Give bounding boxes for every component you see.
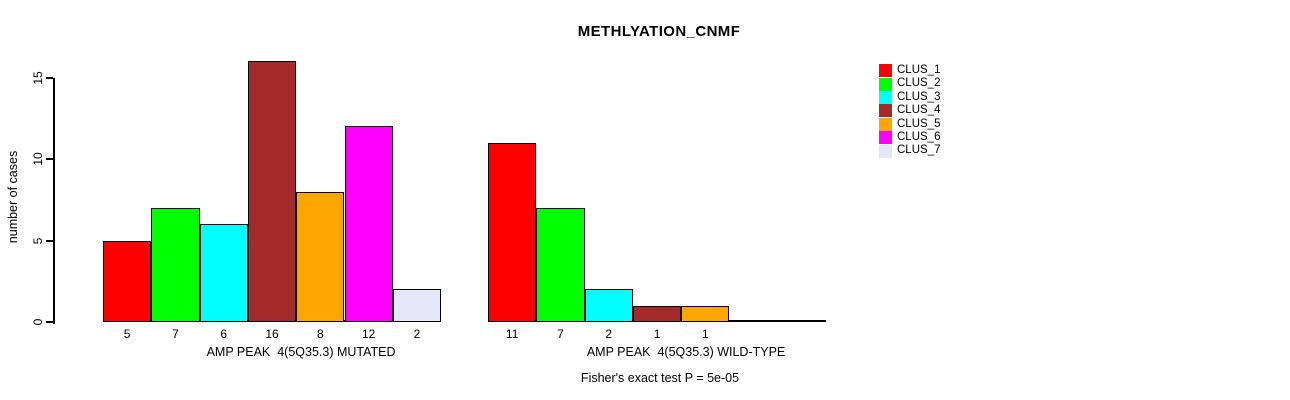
legend-item-clus_5: CLUS_5 <box>879 118 940 131</box>
bar-clus_7 <box>392 289 442 322</box>
bar-value-label: 1 <box>653 327 661 341</box>
legend-label: CLUS_5 <box>897 117 941 130</box>
bar-clus_2 <box>536 207 585 322</box>
legend-swatch-clus_2 <box>879 77 892 91</box>
bar-value-label: 16 <box>265 327 279 341</box>
y-axis-label: number of cases <box>6 150 20 244</box>
y-tick-label: 10 <box>31 152 45 166</box>
legend-label: CLUS_3 <box>897 90 941 103</box>
legend-swatch-clus_6 <box>879 131 892 145</box>
legend-label: CLUS_2 <box>897 77 941 90</box>
y-axis-tick <box>46 158 53 160</box>
bar-clus_1 <box>103 240 152 322</box>
bar-value-label: 11 <box>505 327 519 341</box>
bar-value-label: 6 <box>220 327 228 341</box>
legend-label: CLUS_7 <box>897 144 941 157</box>
legend: CLUS_1 CLUS_2 CLUS_3 CLUS_4 CLUS_5 CLUS_6 CLUS… <box>879 64 940 158</box>
y-axis-tick <box>46 321 53 323</box>
fisher-annotation: Fisher's exact test P = 5e-05 <box>580 371 740 385</box>
y-axis-tick <box>46 76 53 79</box>
chart-title: METHLYATION_CNMF <box>577 23 741 40</box>
legend-swatch-clus_5 <box>879 117 892 131</box>
y-axis-tick <box>46 239 53 242</box>
legend-swatch-clus_3 <box>879 90 892 104</box>
legend-swatch-clus_1 <box>879 64 892 78</box>
y-tick-label: 5 <box>31 237 45 244</box>
bar-clus_4 <box>247 61 297 322</box>
bar-value-label: 7 <box>557 327 564 341</box>
bar-value-label: 5 <box>123 327 131 341</box>
legend-label: CLUS_1 <box>897 64 941 76</box>
legend-item-clus_7: CLUS_7 <box>879 144 941 158</box>
legend-item-clus_6: CLUS_6 <box>879 130 941 145</box>
legend-swatch-clus_7 <box>879 144 892 158</box>
y-tick-label: 15 <box>31 70 45 85</box>
bar-clus_2 <box>151 207 200 322</box>
bar-clus_6 <box>344 126 393 322</box>
bar-value-label: 2 <box>413 327 421 341</box>
legend-swatch-clus_4 <box>879 104 892 118</box>
legend-label: CLUS_6 <box>897 130 941 143</box>
y-axis-line <box>53 77 55 324</box>
bar-clus_5 <box>296 191 345 322</box>
x-axis-group-label: AMP PEAK 4(5Q35.3) WILD-TYPE <box>586 345 786 359</box>
bar-value-label: 7 <box>172 327 179 341</box>
x-axis-group-label: AMP PEAK 4(5Q35.3) MUTATED <box>206 345 396 359</box>
bar-clus_5 <box>681 305 730 322</box>
legend-label: CLUS_4 <box>897 104 941 117</box>
bar-value-label: 12 <box>361 327 376 341</box>
bar-value-label: 1 <box>702 327 709 341</box>
bar-clus_4 <box>632 305 682 322</box>
legend-item-clus_2: CLUS_2 <box>879 77 941 91</box>
bar-value-label: 2 <box>605 327 613 341</box>
bar-clus_1 <box>488 142 537 322</box>
bar-clus_3 <box>584 289 633 322</box>
legend-item-clus_3: CLUS_3 <box>879 91 940 104</box>
legend-item-clus_4: CLUS_4 <box>879 104 941 118</box>
bar-clus_3 <box>199 224 248 322</box>
legend-item-clus_1: CLUS_1 <box>879 64 941 78</box>
y-tick-label: 0 <box>31 318 45 326</box>
bar-value-label: 8 <box>317 327 324 341</box>
